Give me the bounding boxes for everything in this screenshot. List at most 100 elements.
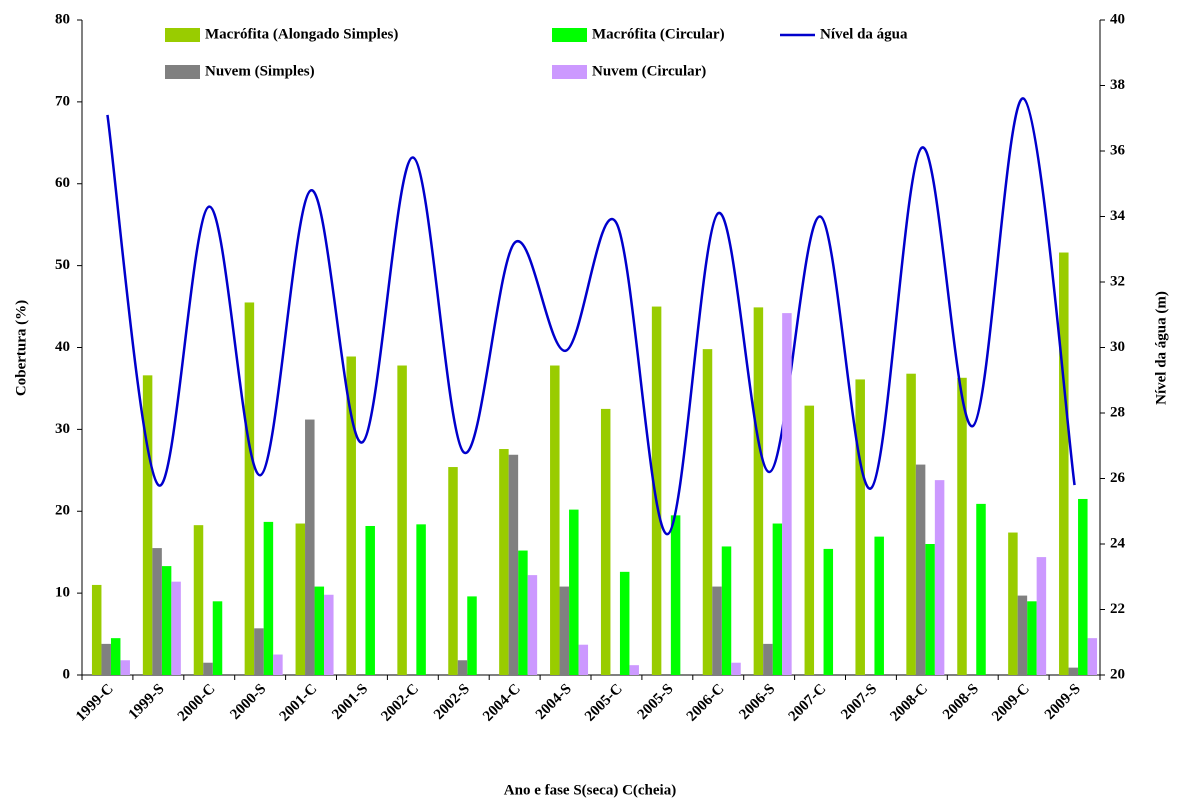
x-tick-label: 1999-S	[126, 681, 168, 723]
bar	[753, 307, 764, 675]
bar	[772, 523, 783, 675]
bar	[1008, 532, 1018, 675]
bar	[1078, 498, 1088, 675]
x-tick-label: 2007-C	[786, 681, 830, 725]
y-tick-label: 70	[55, 93, 70, 109]
bar	[518, 550, 528, 675]
x-tick-label: 2004-S	[533, 681, 575, 723]
bar	[855, 379, 865, 675]
y2-tick-label: 20	[1110, 666, 1125, 682]
bar	[559, 586, 570, 675]
bar	[161, 566, 172, 675]
y-tick-label: 80	[55, 11, 70, 27]
bar	[1036, 557, 1047, 675]
bar	[171, 581, 181, 675]
y2-tick-label: 36	[1110, 142, 1126, 158]
bar	[254, 628, 264, 675]
x-tick-label: 2005-C	[582, 681, 626, 725]
bar	[152, 548, 162, 675]
bar	[906, 373, 916, 675]
bar	[569, 509, 579, 675]
bar	[193, 525, 204, 675]
bar	[365, 525, 375, 675]
bar	[203, 662, 213, 675]
y-tick-label: 50	[55, 257, 70, 273]
bar	[731, 662, 741, 675]
legend-swatch	[552, 65, 587, 79]
bar	[1027, 601, 1037, 675]
bar	[957, 377, 967, 675]
bar	[346, 356, 356, 675]
y-tick-label: 60	[55, 175, 70, 191]
bar	[804, 405, 815, 675]
bar	[324, 594, 334, 675]
bar	[619, 571, 630, 675]
bar	[629, 665, 639, 675]
x-tick-label: 2002-S	[431, 681, 473, 723]
bar	[934, 480, 945, 675]
bar	[578, 644, 589, 675]
bar	[263, 521, 274, 675]
x-tick-label: 2001-S	[329, 681, 371, 723]
y-axis-title: Cobertura (%)	[13, 300, 29, 396]
bar	[314, 586, 325, 675]
bar	[397, 365, 407, 675]
x-tick-label: 2006-C	[684, 681, 728, 725]
bar	[702, 349, 713, 675]
y-tick-label: 40	[55, 339, 70, 355]
bar	[600, 408, 611, 675]
legend-label: Macrófita (Alongado Simples)	[205, 26, 398, 42]
bar	[550, 365, 560, 675]
bar	[416, 524, 426, 675]
legend-label: Nuvem (Simples)	[205, 63, 315, 79]
bar	[925, 544, 935, 675]
legend-swatch	[165, 65, 200, 79]
y-tick-label: 0	[63, 666, 71, 682]
x-tick-label: 2004-C	[480, 681, 524, 725]
bar	[467, 596, 477, 675]
legend-label: Nível da água	[820, 26, 908, 42]
bar	[721, 546, 732, 675]
y2-axis-title: Nível da água (m)	[1153, 291, 1169, 405]
bar	[305, 419, 315, 675]
bar	[976, 503, 986, 675]
bar	[295, 523, 306, 675]
y-tick-label: 30	[55, 421, 70, 437]
bar	[915, 464, 926, 675]
x-tick-label: 2002-C	[378, 681, 422, 725]
bar	[212, 601, 223, 675]
y-tick-label: 20	[55, 503, 70, 519]
x-tick-label: 2000-S	[227, 681, 269, 723]
bar	[763, 643, 773, 675]
legend-label: Macrófita (Circular)	[592, 26, 725, 42]
bar	[499, 449, 509, 675]
y2-tick-label: 26	[1110, 470, 1126, 486]
bar	[142, 375, 153, 675]
y2-tick-label: 22	[1110, 601, 1125, 617]
x-tick-label: 2000-C	[175, 681, 219, 725]
bar	[244, 302, 255, 675]
y2-tick-label: 28	[1110, 404, 1125, 420]
bar	[101, 643, 111, 675]
bar	[457, 660, 468, 675]
bar	[120, 660, 130, 675]
y2-tick-label: 38	[1110, 77, 1125, 93]
x-tick-label: 2001-C	[277, 681, 321, 725]
bar	[527, 575, 538, 675]
legend-swatch	[552, 28, 587, 42]
y2-tick-label: 32	[1110, 273, 1125, 289]
x-tick-label: 2008-C	[887, 681, 931, 725]
bar	[273, 654, 283, 675]
bar	[448, 467, 458, 675]
bar	[110, 638, 121, 675]
y-tick-label: 10	[55, 585, 70, 601]
bar	[782, 313, 792, 675]
x-tick-label: 1999-C	[73, 681, 117, 725]
legend-swatch	[165, 28, 200, 42]
x-tick-label: 2007-S	[838, 681, 880, 723]
bar	[874, 536, 884, 675]
bar	[651, 306, 662, 675]
y2-tick-label: 34	[1110, 208, 1126, 224]
y2-tick-label: 40	[1110, 11, 1125, 27]
